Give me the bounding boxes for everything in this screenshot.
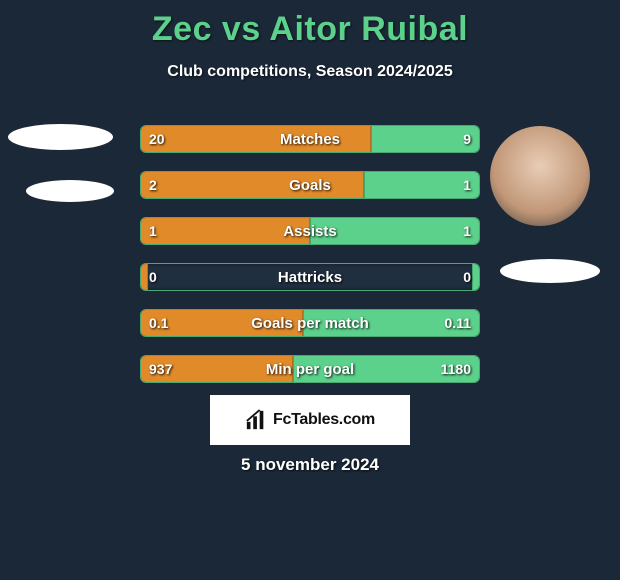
stat-right-fill (371, 126, 479, 152)
stat-right-fill (310, 218, 479, 244)
stat-row-hattricks: 0 Hattricks 0 (140, 263, 480, 291)
stat-row-goals-per-match: 0.1 Goals per match 0.11 (140, 309, 480, 337)
stat-right-fill (293, 356, 479, 382)
stats-bars: 20 Matches 9 2 Goals 1 1 Assists 1 0 Hat… (140, 125, 480, 401)
stat-row-matches: 20 Matches 9 (140, 125, 480, 153)
page-subtitle: Club competitions, Season 2024/2025 (0, 63, 620, 81)
stat-left-fill (141, 126, 371, 152)
stat-left-fill (141, 264, 148, 290)
stat-right-fill (472, 264, 479, 290)
stat-row-goals: 2 Goals 1 (140, 171, 480, 199)
stat-right-fill (364, 172, 479, 198)
player-right-avatar (490, 126, 590, 226)
player-right-ellipse (500, 259, 600, 283)
stat-left-fill (141, 218, 310, 244)
logo-text: FcTables.com (273, 411, 375, 429)
stat-left-fill (141, 310, 303, 336)
date-text: 5 november 2024 (0, 455, 620, 475)
stat-right-value: 0 (463, 264, 471, 290)
stat-label: Hattricks (141, 264, 479, 290)
fctables-logo-link[interactable]: FcTables.com (210, 395, 410, 445)
bar-chart-icon (245, 409, 267, 431)
page-title: Zec vs Aitor Ruibal (0, 0, 620, 49)
player-left-ellipse-1 (8, 124, 113, 150)
stat-row-min-per-goal: 937 Min per goal 1180 (140, 355, 480, 383)
stat-left-fill (141, 356, 293, 382)
stat-left-value: 0 (149, 264, 157, 290)
stat-right-fill (303, 310, 479, 336)
stat-row-assists: 1 Assists 1 (140, 217, 480, 245)
stat-left-fill (141, 172, 364, 198)
player-left-ellipse-2 (26, 180, 114, 202)
